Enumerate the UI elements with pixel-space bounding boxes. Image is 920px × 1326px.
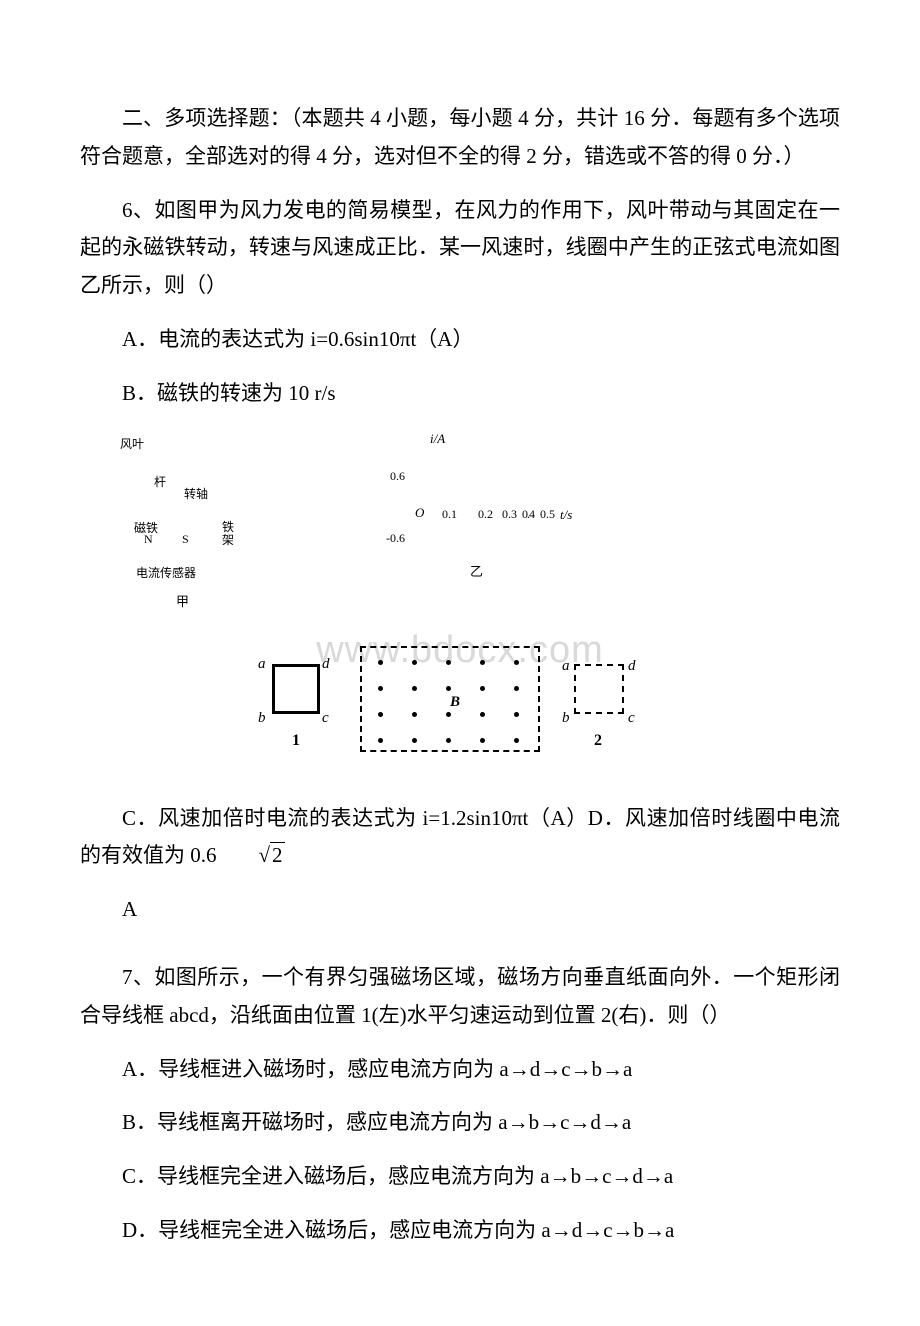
corner-a2: a — [562, 658, 570, 675]
mag-diagram: a d b c 1 B a d b c 2 — [250, 646, 670, 776]
q6-optB: B．磁铁的转速为 10 r/s — [80, 375, 840, 413]
box-pos1 — [272, 664, 320, 714]
q7-optD: D．导线框完全进入磁场后，感应电流方向为 a→d→c→b→a — [80, 1212, 840, 1250]
ytick-pos: 0.6 — [390, 469, 405, 484]
chart-origin: O — [415, 505, 424, 521]
chart-yi: i/A 0.6 O 0.1 0.2 0.3 0.4 0.5 t/s -0.6 乙 — [280, 429, 560, 599]
section-heading: 二、多项选择题：（本题共 4 小题，每小题 4 分，共计 16 分．每题有多个选… — [80, 100, 840, 176]
q6-optCD: C．风速加倍时电流的表达式为 i=1.2sin10πt（A）D．风速加倍时线圈中… — [80, 800, 840, 876]
label-fengye: 风叶 — [120, 435, 144, 452]
label-gan: 杆 — [154, 473, 166, 490]
q6-optA: A．电流的表达式为 i=0.6sin10πt（A） — [80, 321, 840, 359]
caption-yi: 乙 — [470, 561, 483, 580]
chart-xlabel: t/s — [560, 507, 572, 523]
ytick-neg: -0.6 — [386, 531, 405, 546]
label-N: N — [144, 532, 153, 547]
xtick-2: 0.2 — [478, 507, 493, 522]
q7-optC: C．导线框完全进入磁场后，感应电流方向为 a→b→c→d→a — [80, 1158, 840, 1196]
diagram-jia: 风叶 杆 转轴 磁铁 N S 铁架 电流传感器 甲 — [120, 429, 260, 609]
pos1-label: 1 — [292, 732, 300, 750]
q6-stem: 6、如图甲为风力发电的简易模型，在风力的作用下，风叶带动与其固定在一起的永磁铁转… — [80, 192, 840, 305]
corner-c1: c — [322, 710, 329, 727]
q6-optCD-text: C．风速加倍时电流的表达式为 i=1.2sin10πt（A）D．风速加倍时线圈中… — [80, 806, 840, 868]
sqrt-icon: √2 — [217, 837, 285, 875]
corner-a1: a — [258, 656, 266, 673]
xtick-4: 0.4 — [522, 507, 534, 522]
corner-c2: c — [628, 710, 635, 727]
pos2-label: 2 — [594, 732, 602, 750]
label-sensor: 电流传感器 — [136, 564, 196, 581]
box-pos2 — [574, 664, 624, 714]
caption-jia: 甲 — [176, 591, 189, 610]
label-zhuanzhou: 转轴 — [184, 485, 208, 502]
letter-a: A — [80, 891, 840, 929]
corner-d2: d — [628, 658, 636, 675]
q6-figure-row: 风叶 杆 转轴 磁铁 N S 铁架 电流传感器 甲 i/A 0.6 O 0.1 … — [120, 429, 840, 609]
xtick-3: 0.3 — [502, 507, 517, 522]
corner-b2: b — [562, 710, 570, 727]
label-tiejia: 铁架 — [222, 521, 236, 547]
sqrt-val: 2 — [270, 842, 285, 867]
xtick-1: 0.1 — [442, 507, 457, 522]
corner-b1: b — [258, 710, 266, 727]
label-S: S — [182, 532, 189, 547]
xtick-5: 0.5 — [540, 507, 555, 522]
B-label: B — [450, 694, 460, 711]
q7-optB: B．导线框离开磁场时，感应电流方向为 a→b→c→d→a — [80, 1104, 840, 1142]
q7-stem: 7、如图所示，一个有界匀强磁场区域，磁场方向垂直纸面向外．一个矩形闭合导线框 a… — [80, 959, 840, 1035]
corner-d1: d — [322, 656, 330, 673]
chart-ylabel: i/A — [430, 431, 445, 447]
q7-optA: A．导线框进入磁场时，感应电流方向为 a→d→c→b→a — [80, 1051, 840, 1089]
